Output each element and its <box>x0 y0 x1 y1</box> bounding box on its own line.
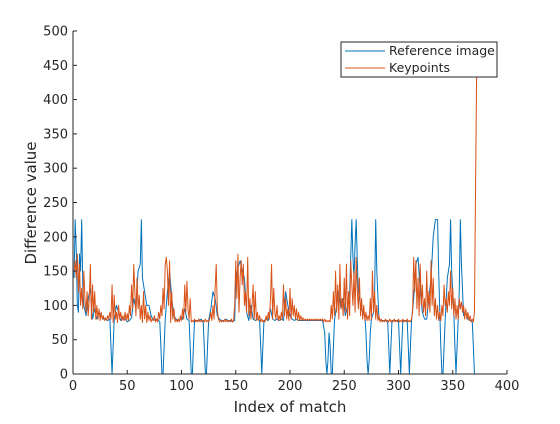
x-tick-label: 400 <box>495 379 520 394</box>
legend-box <box>340 41 498 78</box>
plot-area <box>73 31 507 374</box>
y-tick-label: 200 <box>43 230 68 245</box>
y-tick-label: 350 <box>43 127 68 142</box>
x-tick-label: 150 <box>223 379 248 394</box>
y-axis-title: Difference value <box>22 141 40 264</box>
x-tick-label: 200 <box>278 379 303 394</box>
x-tick-label: 350 <box>440 379 465 394</box>
y-tick-label: 150 <box>43 265 68 280</box>
y-tick-label: 0 <box>60 368 68 383</box>
y-tick-label: 300 <box>43 162 68 177</box>
x-tick-label: 50 <box>119 379 136 394</box>
axes-layer: 0 50 100 150 200 250 300 350 400 0 50 100 150 200 250 3… <box>43 25 519 395</box>
y-tick-label: 500 <box>43 25 68 40</box>
series-layer <box>73 75 478 375</box>
legend: Reference image Keypoints <box>340 41 498 78</box>
series-line-keypoints <box>73 75 478 324</box>
x-tick-label: 250 <box>332 379 357 394</box>
x-tick-label: 300 <box>386 379 411 394</box>
y-tick-label: 100 <box>43 299 68 314</box>
y-tick-label: 450 <box>43 59 68 74</box>
legend-label-keypoints: Keypoints <box>389 60 450 75</box>
y-tick-label: 400 <box>43 93 68 108</box>
y-tick-label: 50 <box>51 333 68 348</box>
legend-label-reference-image: Reference image <box>389 43 495 58</box>
x-axis-title: Index of match <box>234 398 347 416</box>
x-tick-label: 100 <box>169 379 194 394</box>
y-tick-label: 250 <box>43 196 68 211</box>
x-tick-label: 0 <box>69 379 77 394</box>
